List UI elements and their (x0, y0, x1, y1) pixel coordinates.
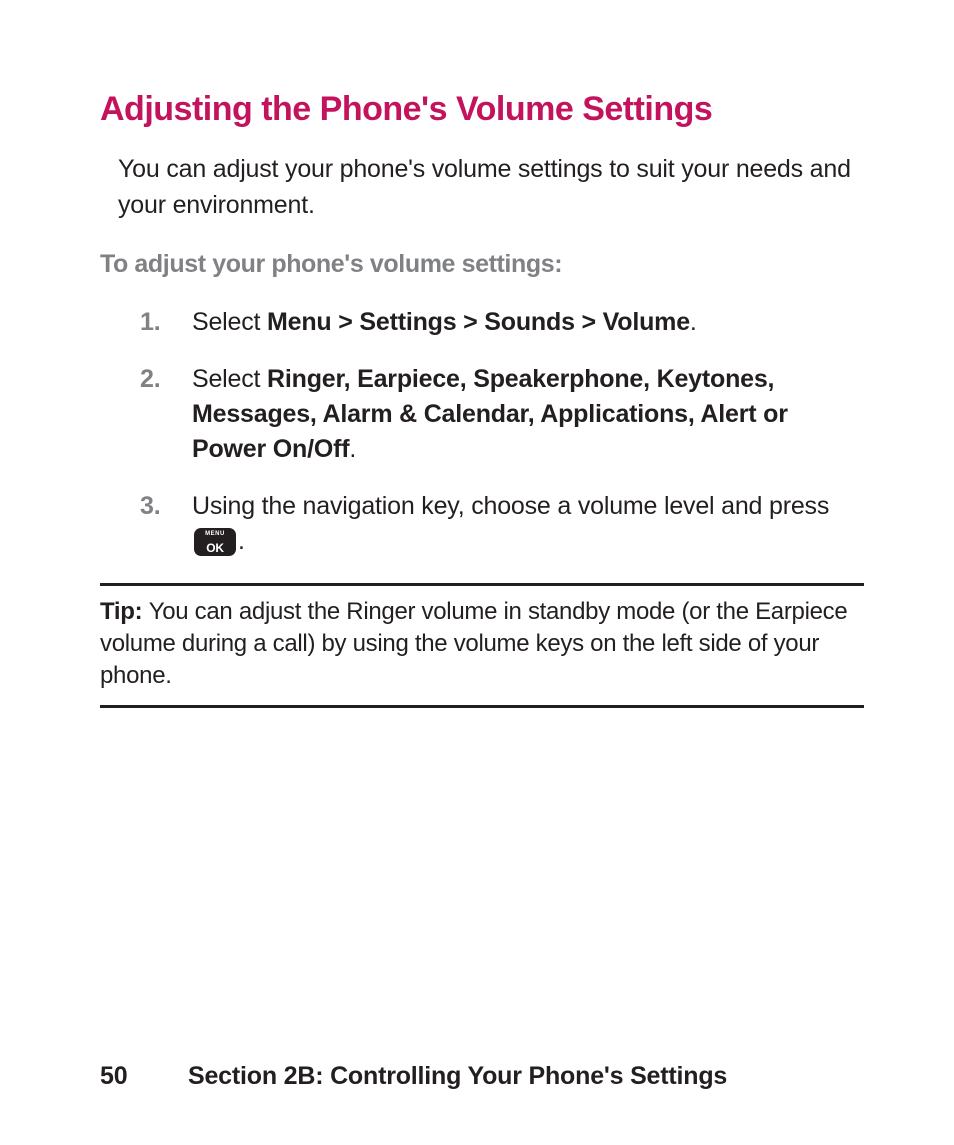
step-item: 1. Select Menu > Settings > Sounds > Vol… (140, 305, 864, 340)
step-number: 1. (140, 305, 160, 340)
page-title: Adjusting the Phone's Volume Settings (100, 90, 864, 129)
step-text-bold: Ringer, Earpiece, Speakerphone, Keytones… (192, 365, 788, 463)
step-text-suffix: . (238, 527, 245, 555)
step-text-suffix: . (349, 435, 356, 463)
step-text-bold: Menu > Settings > Sounds > Volume (267, 308, 690, 336)
key-top-label: MENU (194, 530, 236, 538)
tip-text: You can adjust the Ringer volume in stan… (100, 598, 847, 690)
footer-section: Section 2B: Controlling Your Phone's Set… (188, 1062, 727, 1090)
step-number: 2. (140, 362, 160, 397)
page-number: 50 (100, 1062, 188, 1091)
procedure-subhead: To adjust your phone's volume settings: (100, 250, 864, 279)
tip-label: Tip: (100, 598, 149, 625)
intro-paragraph: You can adjust your phone's volume setti… (118, 151, 864, 224)
page-footer: 50Section 2B: Controlling Your Phone's S… (100, 1062, 727, 1091)
tip-box: Tip: You can adjust the Ringer volume in… (100, 583, 864, 708)
step-text-prefix: Using the navigation key, choose a volum… (192, 492, 829, 520)
step-number: 3. (140, 489, 160, 524)
steps-list: 1. Select Menu > Settings > Sounds > Vol… (100, 305, 864, 559)
step-text-suffix: . (690, 308, 697, 336)
step-text-prefix: Select (192, 365, 267, 393)
menu-ok-key-icon: MENU OK (194, 528, 236, 556)
key-bottom-label: OK (194, 542, 236, 554)
manual-page: Adjusting the Phone's Volume Settings Yo… (0, 0, 954, 1145)
step-text-prefix: Select (192, 308, 267, 336)
step-item: 2. Select Ringer, Earpiece, Speakerphone… (140, 362, 864, 467)
step-item: 3. Using the navigation key, choose a vo… (140, 489, 864, 559)
